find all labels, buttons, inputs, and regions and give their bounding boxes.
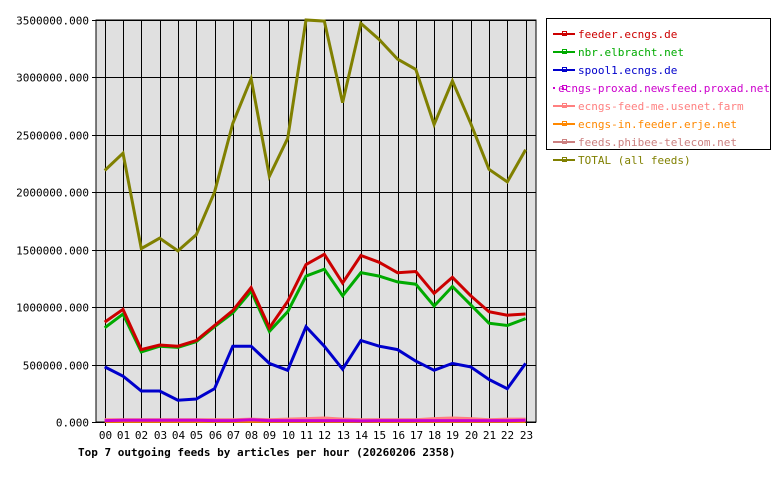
x-tick-label: 22 bbox=[501, 429, 514, 442]
legend-label: ecngs-in.feeder.erje.net bbox=[578, 117, 737, 131]
legend-label: ecngs-feed-me.usenet.farm bbox=[578, 99, 744, 113]
x-tick-label: 04 bbox=[172, 429, 186, 442]
x-tick-label: 10 bbox=[282, 429, 295, 442]
x-tick-label: 02 bbox=[135, 429, 148, 442]
legend-item: spool1.ecngs.de bbox=[553, 61, 770, 79]
x-tick-label: 05 bbox=[190, 429, 203, 442]
x-tick-label: 14 bbox=[355, 429, 369, 442]
y-tick-label: 1000000.000 bbox=[16, 302, 89, 315]
x-tick-label: 11 bbox=[300, 429, 313, 442]
series-line bbox=[104, 323, 527, 402]
legend-swatch-icon bbox=[553, 155, 575, 165]
plot-area bbox=[95, 19, 537, 423]
x-tick-label: 18 bbox=[428, 429, 441, 442]
x-tick-label: 23 bbox=[520, 429, 533, 442]
series-line bbox=[103, 18, 527, 253]
x-tick-label: 07 bbox=[227, 429, 240, 442]
x-tick-label: 17 bbox=[410, 429, 423, 442]
legend-swatch-icon bbox=[553, 65, 575, 75]
y-axis: 0.000 500000.000 1000000.000 1500000.000 200… bbox=[16, 15, 96, 430]
x-tick-label: 00 bbox=[99, 429, 112, 442]
legend-item: ecngs-proxad.newsfeed.proxad.net bbox=[553, 79, 770, 97]
series-line bbox=[104, 418, 526, 423]
x-tick-label: 20 bbox=[465, 429, 478, 442]
legend-item: ecngs-feed-me.usenet.farm bbox=[553, 97, 770, 115]
legend-label: ecngs-proxad.newsfeed.proxad.net bbox=[558, 81, 770, 95]
legend-label: nbr.elbracht.net bbox=[578, 45, 684, 59]
x-tick-label: 08 bbox=[245, 429, 258, 442]
series-line bbox=[103, 252, 526, 352]
x-tick-label: 01 bbox=[117, 429, 130, 442]
legend-swatch-icon bbox=[553, 137, 575, 147]
legend-swatch-icon bbox=[553, 47, 575, 57]
x-tick-label: 13 bbox=[337, 429, 350, 442]
x-tick-label: 21 bbox=[483, 429, 496, 442]
legend-swatch-icon bbox=[553, 101, 575, 111]
legend-swatch-icon bbox=[553, 83, 567, 93]
legend: feeder.ecngs.de nbr.elbracht.net spool1.ec… bbox=[546, 18, 771, 167]
x-tick-label: 03 bbox=[154, 429, 167, 442]
y-tick-label: 2500000.000 bbox=[16, 130, 89, 143]
legend-item: ecngs-in.feeder.erje.net bbox=[553, 115, 770, 133]
y-tick-label: 1500000.000 bbox=[16, 245, 89, 258]
legend-item: feeds.phibee-telecom.net bbox=[553, 133, 770, 151]
legend-swatch-icon bbox=[553, 29, 575, 39]
legend-label: TOTAL (all feeds) bbox=[578, 153, 691, 167]
legend-item: feeder.ecngs.de bbox=[553, 25, 770, 43]
chart-title: Top 7 outgoing feeds by articles per hou… bbox=[78, 446, 456, 459]
series-lines bbox=[103, 18, 527, 423]
legend-label: feeder.ecngs.de bbox=[578, 27, 678, 41]
legend-item: nbr.elbracht.net bbox=[553, 43, 770, 61]
x-tick-label: 06 bbox=[209, 429, 222, 442]
legend-item: TOTAL (all feeds) bbox=[553, 151, 770, 169]
y-tick-label: 3500000.000 bbox=[16, 15, 89, 28]
y-tick-label: 0.000 bbox=[56, 417, 89, 430]
legend-label: spool1.ecngs.de bbox=[578, 63, 678, 77]
y-tick-label: 2000000.000 bbox=[16, 187, 89, 200]
x-tick-label: 09 bbox=[263, 429, 276, 442]
x-axis: 00 01 02 03 04 05 06 07 08 09 10 11 12 13 14 15 16 17 18 19… bbox=[99, 422, 533, 442]
x-tick-label: 15 bbox=[373, 429, 386, 442]
y-tick-label: 500000.000 bbox=[23, 360, 89, 373]
x-tick-label: 19 bbox=[446, 429, 459, 442]
legend-label: feeds.phibee-telecom.net bbox=[578, 135, 737, 149]
legend-swatch-icon bbox=[553, 119, 575, 129]
x-tick-label: 12 bbox=[318, 429, 331, 442]
x-tick-label: 16 bbox=[392, 429, 405, 442]
y-tick-label: 3000000.000 bbox=[16, 72, 89, 85]
